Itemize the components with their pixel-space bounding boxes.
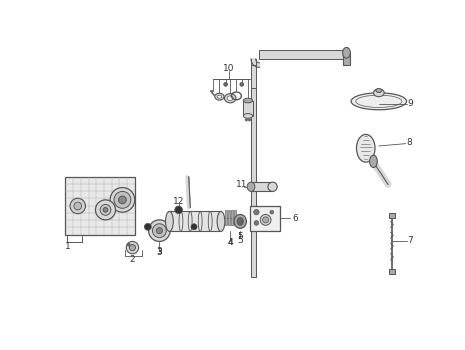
Ellipse shape [95, 200, 115, 220]
Ellipse shape [153, 224, 166, 238]
Bar [231, 210, 233, 225]
Ellipse shape [370, 155, 377, 168]
Ellipse shape [215, 93, 224, 100]
Bar [343, 53, 350, 65]
Bar [251, 182, 272, 191]
Ellipse shape [100, 204, 111, 215]
Circle shape [126, 241, 139, 254]
Text: 7: 7 [407, 236, 413, 245]
Circle shape [248, 118, 251, 121]
Circle shape [254, 220, 259, 225]
Ellipse shape [237, 218, 243, 225]
Circle shape [110, 188, 135, 212]
Bar [225, 210, 227, 225]
Circle shape [254, 209, 259, 215]
Text: 12: 12 [173, 197, 184, 206]
Bar [251, 86, 256, 277]
Text: 8: 8 [406, 138, 412, 147]
Bar [251, 65, 256, 88]
Ellipse shape [243, 114, 252, 118]
Text: 3: 3 [157, 248, 162, 257]
Polygon shape [251, 59, 259, 68]
Bar [169, 211, 221, 231]
Bar [228, 210, 230, 225]
Circle shape [127, 243, 130, 246]
Ellipse shape [103, 208, 108, 212]
Circle shape [74, 202, 82, 210]
Text: 1: 1 [66, 241, 71, 251]
Ellipse shape [373, 89, 384, 97]
Bar [243, 100, 252, 116]
Circle shape [224, 83, 227, 86]
Text: 2: 2 [130, 255, 135, 264]
Circle shape [129, 245, 135, 251]
Bar [389, 269, 395, 274]
Circle shape [144, 223, 151, 230]
Text: 4: 4 [227, 238, 233, 247]
Ellipse shape [217, 211, 225, 231]
Text: 5: 5 [237, 232, 243, 240]
Circle shape [119, 196, 126, 204]
Circle shape [114, 191, 131, 208]
Circle shape [270, 210, 274, 214]
Ellipse shape [263, 217, 269, 223]
Ellipse shape [357, 134, 375, 162]
Text: 3: 3 [157, 247, 162, 256]
Circle shape [175, 206, 182, 214]
Bar [250, 206, 279, 231]
Ellipse shape [225, 93, 236, 103]
Ellipse shape [343, 47, 350, 58]
Text: 6: 6 [292, 214, 299, 223]
Text: 11: 11 [236, 180, 247, 189]
Ellipse shape [217, 95, 222, 98]
Ellipse shape [243, 98, 252, 103]
Bar [389, 213, 395, 218]
Ellipse shape [234, 215, 246, 228]
Bar [234, 210, 236, 225]
Bar [66, 177, 135, 234]
Ellipse shape [260, 215, 271, 225]
Circle shape [240, 83, 244, 86]
Ellipse shape [149, 220, 170, 242]
Ellipse shape [156, 228, 162, 234]
Circle shape [191, 224, 197, 230]
Ellipse shape [351, 93, 406, 110]
Circle shape [245, 118, 248, 121]
Ellipse shape [247, 182, 255, 191]
Ellipse shape [166, 211, 173, 231]
Bar [259, 50, 344, 59]
Ellipse shape [376, 89, 382, 92]
Text: 4: 4 [227, 238, 233, 247]
Ellipse shape [268, 182, 277, 191]
Text: 10: 10 [223, 64, 234, 74]
Text: 5: 5 [237, 236, 243, 245]
Text: 9: 9 [407, 99, 413, 108]
Ellipse shape [227, 96, 233, 100]
Circle shape [70, 198, 86, 214]
